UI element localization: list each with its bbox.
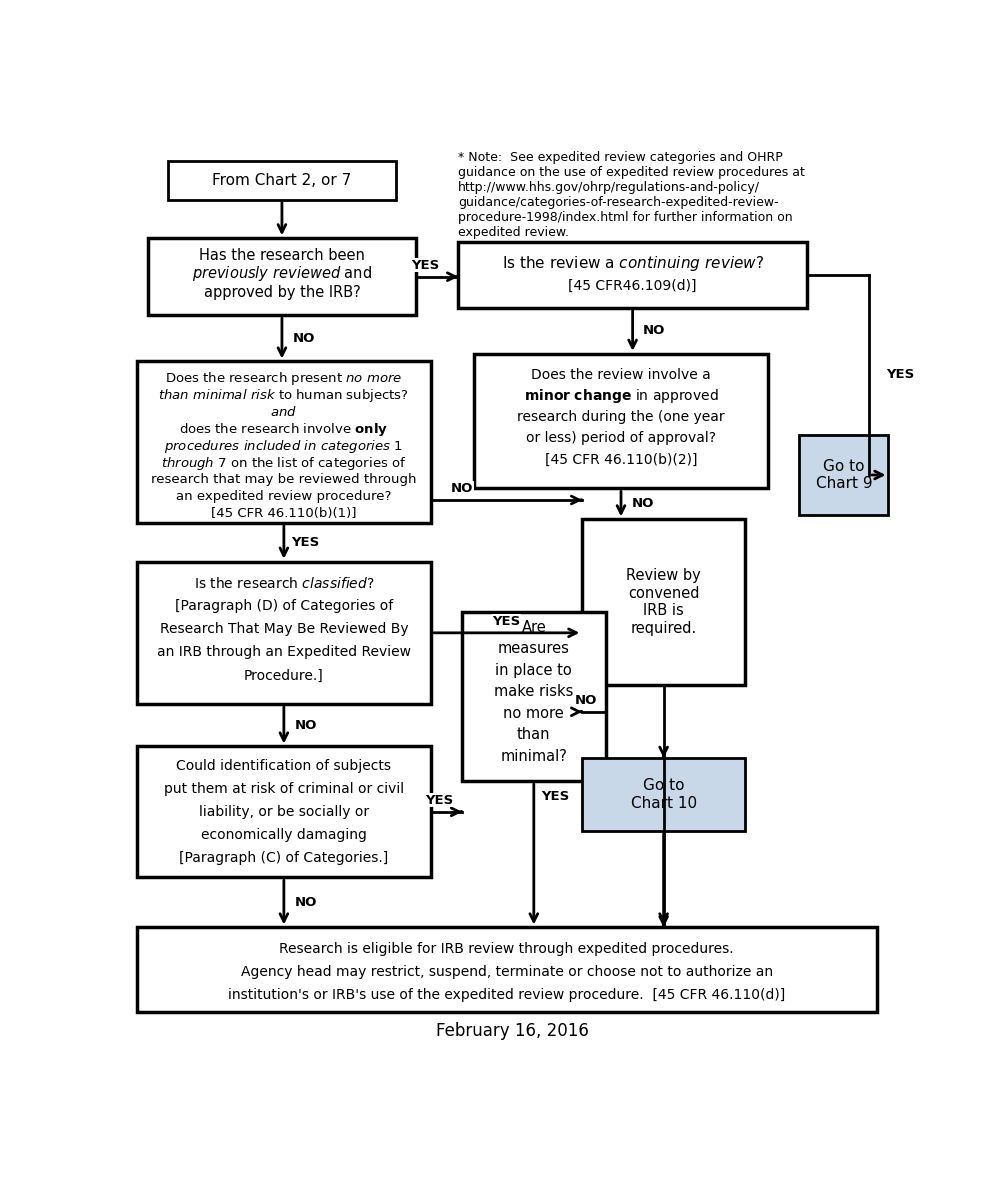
Text: Is the research $\bf{\it{classified}}$?: Is the research $\bf{\it{classified}}$? [194, 576, 374, 590]
Text: $\bf{minor\ change}$ in approved: $\bf{minor\ change}$ in approved [524, 387, 718, 405]
Text: NO: NO [575, 693, 597, 706]
Text: than: than [517, 728, 551, 743]
Text: liability, or be socially or: liability, or be socially or [199, 804, 369, 819]
Text: Research That May Be Reviewed By: Research That May Be Reviewed By [160, 622, 408, 636]
Text: NO: NO [294, 896, 317, 909]
Bar [137, 927, 877, 1013]
Text: NO: NO [643, 324, 666, 337]
Text: [45 CFR46.109(d)]: [45 CFR46.109(d)] [568, 279, 697, 293]
Bar [474, 354, 768, 489]
Text: approved by the IRB?: approved by the IRB? [204, 285, 360, 299]
Bar [137, 746, 431, 878]
Bar [462, 612, 606, 781]
Bar [458, 243, 807, 308]
Text: YES: YES [541, 790, 570, 803]
Text: Is the review a $\bf{\it{continuing\ review}}$?: Is the review a $\bf{\it{continuing\ rev… [502, 254, 764, 273]
Text: an IRB through an Expedited Review: an IRB through an Expedited Review [157, 646, 411, 659]
Text: * Note:  See expedited review categories and OHRP
guidance on the use of expedit: * Note: See expedited review categories … [458, 151, 805, 239]
Text: NO: NO [451, 481, 473, 494]
Text: does the research involve $\bf{only}$: does the research involve $\bf{only}$ [179, 421, 389, 438]
Text: Agency head may restrict, suspend, terminate or choose not to authorize an: Agency head may restrict, suspend, termi… [241, 965, 773, 980]
Text: [45 CFR 46.110(b)(2)]: [45 CFR 46.110(b)(2)] [545, 453, 697, 467]
Text: in place to: in place to [495, 662, 572, 678]
Text: research that may be reviewed through: research that may be reviewed through [151, 473, 417, 486]
Text: YES: YES [411, 259, 439, 272]
Text: or less) period of approval?: or less) period of approval? [526, 431, 716, 445]
Text: YES: YES [425, 794, 453, 807]
Text: [Paragraph (D) of Categories of: [Paragraph (D) of Categories of [175, 600, 393, 613]
Text: YES: YES [886, 368, 914, 381]
Text: YES: YES [291, 536, 320, 549]
Text: Could identification of subjects: Could identification of subjects [176, 758, 391, 772]
Text: Review by
convened
IRB is
required.: Review by convened IRB is required. [626, 569, 701, 635]
Text: Go to
Chart 9: Go to Chart 9 [816, 459, 872, 491]
Text: From Chart 2, or 7: From Chart 2, or 7 [212, 173, 352, 188]
Bar [168, 161, 396, 200]
Bar [137, 362, 431, 523]
Text: $\bf{\it{and}}$: $\bf{\it{and}}$ [270, 406, 297, 419]
Text: Does the review involve a: Does the review involve a [531, 368, 711, 382]
Text: YES: YES [493, 615, 521, 628]
Text: Research is eligible for IRB review through expedited procedures.: Research is eligible for IRB review thro… [279, 942, 734, 956]
Text: NO: NO [292, 331, 315, 344]
Text: NO: NO [294, 719, 317, 732]
Text: Does the research present $\bf{\it{no\ more}}$: Does the research present $\bf{\it{no\ m… [165, 370, 403, 387]
Text: Has the research been: Has the research been [199, 247, 365, 263]
Text: [Paragraph (C) of Categories.]: [Paragraph (C) of Categories.] [179, 851, 388, 865]
Bar [582, 758, 745, 832]
Bar [799, 434, 888, 516]
Text: minimal?: minimal? [500, 749, 567, 764]
Text: measures: measures [498, 641, 570, 657]
Text: Go to
Chart 10: Go to Chart 10 [631, 778, 697, 810]
Text: NO: NO [632, 497, 654, 510]
Text: an expedited review procedure?: an expedited review procedure? [176, 491, 392, 504]
Bar [148, 238, 416, 315]
Text: $\bf{\it{through\ 7}}$ on the list of categories of: $\bf{\it{through\ 7}}$ on the list of ca… [161, 454, 407, 472]
Text: $\bf{\it{than\ minimal\ risk}}$ to human subjects?: $\bf{\it{than\ minimal\ risk}}$ to human… [158, 387, 409, 403]
Text: put them at risk of criminal or civil: put them at risk of criminal or civil [164, 782, 404, 796]
Text: [45 CFR 46.110(b)(1)]: [45 CFR 46.110(b)(1)] [211, 508, 357, 521]
Text: $\bf{\it{procedures\ included\ in\ categories\ 1}}$: $\bf{\it{procedures\ included\ in\ categ… [164, 438, 403, 454]
Text: Procedure.]: Procedure.] [244, 668, 324, 683]
Bar [137, 562, 431, 704]
Text: $\bf{\it{previously\ reviewed}}$ and: $\bf{\it{previously\ reviewed}}$ and [192, 264, 372, 283]
Text: make risks: make risks [494, 684, 574, 699]
Bar [582, 519, 745, 685]
Text: no more: no more [503, 706, 564, 720]
Text: economically damaging: economically damaging [201, 828, 367, 842]
Text: research during the (one year: research during the (one year [517, 409, 725, 424]
Text: institution's or IRB's use of the expedited review procedure.  [45 CFR 46.110(d): institution's or IRB's use of the expedi… [228, 988, 785, 1002]
Text: Are: Are [521, 620, 546, 634]
Text: February 16, 2016: February 16, 2016 [436, 1022, 589, 1040]
